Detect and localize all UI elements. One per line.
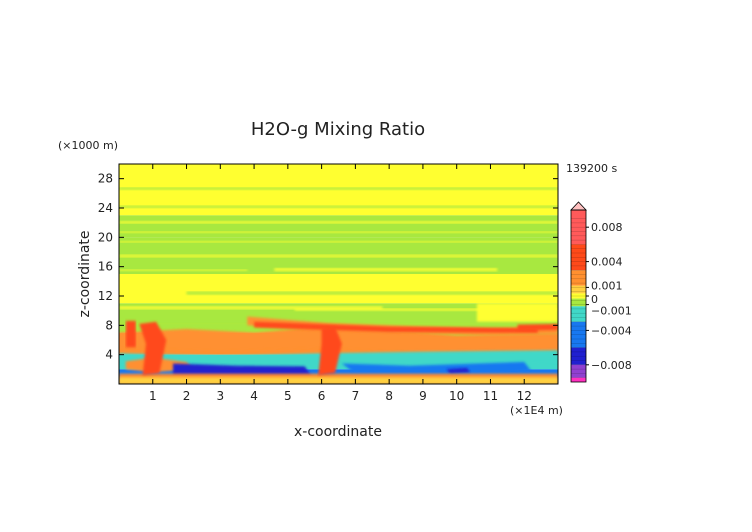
plot-frame <box>118 163 559 385</box>
surface-blue-core <box>446 367 471 374</box>
field-band-3 <box>119 274 558 304</box>
colorbar-segment <box>571 377 586 382</box>
colorbar-segment <box>571 244 586 271</box>
y-unit-label: (×1000 m) <box>58 139 118 152</box>
time-label: 139200 s <box>566 162 617 175</box>
chart-title: H2O-g Mixing Ratio <box>251 119 425 140</box>
x-axis-label: x-coordinate <box>294 424 382 440</box>
y-tick-label: 16 <box>98 260 113 274</box>
colorbar-segment <box>571 321 586 348</box>
field-strip-8 <box>186 291 558 295</box>
field-strip-7 <box>119 269 248 272</box>
colorbar-top-cap <box>570 201 587 211</box>
updraft-column-2 <box>318 326 342 376</box>
diagonal-red-streak <box>254 321 538 333</box>
field-strip-10 <box>294 308 558 311</box>
field-strip-6 <box>274 268 498 272</box>
colorbar-tick-label: 0.004 <box>591 256 623 269</box>
colorbar-segment <box>571 347 586 365</box>
y-axis-label: z-coordinate <box>77 230 93 317</box>
y-tick-label: 8 <box>105 318 113 332</box>
x-unit-label: (×1E4 m) <box>510 404 563 417</box>
colorbar-segment <box>571 285 586 294</box>
colorbar-tick-label: −0.001 <box>591 305 632 318</box>
colorbar-tick-label: −0.004 <box>591 324 632 337</box>
x-tick-label: 5 <box>284 389 292 403</box>
colorbar-tick-label: 0 <box>591 293 598 306</box>
heatmap-field <box>119 164 558 384</box>
field-strip-9 <box>119 306 383 310</box>
y-tick-label: 20 <box>98 230 113 244</box>
y-tick-label: 28 <box>98 172 113 186</box>
x-tick-label: 9 <box>419 389 427 403</box>
field-band-1 <box>119 215 558 238</box>
x-tick-label: 4 <box>250 389 258 403</box>
colorbar-segment <box>571 293 586 299</box>
x-tick-label: 3 <box>216 389 224 403</box>
field-strip-4 <box>119 241 558 243</box>
surface-yellow-strip <box>119 377 558 384</box>
y-axis-ticks: 4 8 12 16 20 24 28 <box>98 172 558 362</box>
field-strip-0 <box>119 187 558 190</box>
x-tick-label: 2 <box>183 389 191 403</box>
x-tick-label: 8 <box>385 389 393 403</box>
colorbar-segment <box>571 306 586 322</box>
colorbar-tick-label: 0.001 <box>591 279 623 292</box>
field-strip-11 <box>476 303 558 324</box>
colorbar-segment <box>571 210 586 245</box>
x-tick-label: 6 <box>318 389 326 403</box>
field-strip-2 <box>119 221 558 224</box>
y-tick-label: 24 <box>98 201 113 215</box>
field-strip-1 <box>119 205 558 208</box>
x-tick-label: 7 <box>352 389 360 403</box>
y-tick-label: 12 <box>98 289 113 303</box>
surface-blue-right <box>341 362 531 377</box>
colorbar-tick-label: 0.008 <box>591 221 623 234</box>
x-tick-label: 10 <box>449 389 464 403</box>
y-tick-label: 4 <box>105 348 113 362</box>
colorbar-tick-label: −0.008 <box>591 359 632 372</box>
x-tick-label: 11 <box>483 389 498 403</box>
field-strip-3 <box>119 231 558 233</box>
x-axis-ticks: 1 2 3 4 5 6 7 8 9 10 11 12 <box>149 164 532 403</box>
left-edge-moist <box>125 320 136 348</box>
x-tick-label: 12 <box>517 389 532 403</box>
colorbar <box>570 201 587 383</box>
colorbar-segment <box>571 270 586 286</box>
updraft-column-1 <box>139 321 167 376</box>
colorbar-segment <box>571 298 586 307</box>
x-tick-label: 1 <box>149 389 157 403</box>
field-strip-5 <box>119 254 558 258</box>
right-red-streak <box>517 323 558 331</box>
colorbar-segment <box>571 364 586 378</box>
